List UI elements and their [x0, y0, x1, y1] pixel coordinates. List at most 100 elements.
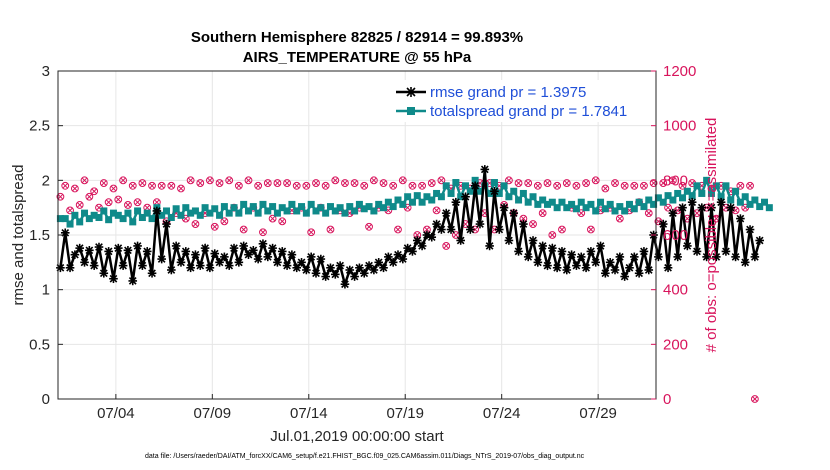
obs-point	[326, 225, 335, 234]
totalspread-point	[490, 179, 498, 187]
totalspread-point	[529, 193, 537, 201]
rmse-point	[620, 272, 629, 281]
totalspread-point	[505, 193, 513, 201]
obs-point	[505, 176, 513, 185]
rmse-point	[683, 241, 692, 251]
left-axis-ticks: 0 0.5 1 1.5 2 2.5 3	[29, 63, 63, 408]
rmse-point	[205, 263, 215, 273]
totalspread-point	[577, 198, 585, 206]
totalspread-point	[148, 215, 156, 223]
rmse-point	[408, 247, 417, 256]
totalspread-point	[630, 205, 638, 213]
totalspread-point	[138, 214, 146, 222]
obs-point	[186, 176, 195, 185]
totalspread-point	[645, 196, 653, 204]
rmse-point	[644, 265, 654, 275]
rmse-point	[514, 247, 523, 256]
totalspread-point	[727, 196, 735, 204]
obs-point	[133, 198, 142, 207]
totalspread-point	[519, 189, 527, 197]
totalspread-point	[254, 209, 262, 217]
totalspread-point	[688, 192, 696, 200]
obs-point	[369, 176, 378, 185]
right-tick-label: 400	[663, 282, 688, 299]
obs-point	[234, 181, 243, 190]
totalspread-point	[462, 182, 470, 190]
x-tick-label: 07/04	[97, 405, 135, 422]
rmse-point	[94, 242, 104, 252]
obs-point	[119, 176, 128, 185]
obs-point	[586, 225, 595, 234]
rmse-point	[451, 197, 461, 207]
totalspread-point	[336, 204, 344, 212]
totalspread-point	[756, 203, 764, 211]
rmse-point	[548, 243, 557, 253]
rmse-point	[152, 206, 162, 216]
obs-point	[128, 181, 137, 190]
rmse-point	[104, 247, 113, 256]
right-tick-label: 600	[663, 227, 688, 244]
rmse-point	[147, 268, 157, 278]
obs-point	[307, 228, 316, 237]
rmse-point	[321, 272, 330, 281]
totalspread-point	[457, 193, 465, 201]
totalspread-point	[380, 204, 388, 212]
rmse-point	[480, 165, 490, 174]
totalspread-point	[611, 207, 619, 215]
totalspread-point	[572, 205, 580, 213]
obs-point	[220, 217, 229, 226]
totalspread-point	[317, 204, 325, 212]
rmse-point	[437, 225, 446, 234]
totalspread-point	[717, 193, 725, 201]
left-tick-label: 1	[42, 282, 50, 299]
totalspread-point	[539, 196, 547, 204]
totalspread-point	[592, 207, 600, 215]
rmse-point	[403, 243, 412, 253]
obs-point	[85, 192, 94, 201]
obs-point	[644, 209, 653, 218]
totalspread-point	[269, 203, 277, 211]
rmse-point	[157, 254, 166, 264]
totalspread-point	[394, 196, 402, 204]
totalspread-point	[471, 176, 479, 184]
obs-point	[620, 181, 629, 190]
totalspread-point	[534, 200, 542, 208]
totalspread-point	[201, 204, 209, 212]
legend-rmse-marker	[406, 87, 416, 97]
totalspread-point	[346, 203, 354, 211]
rmse-point	[538, 241, 547, 251]
totalspread-point	[486, 189, 494, 197]
rmse-point	[215, 258, 224, 267]
obs-point	[615, 214, 624, 223]
rmse-point	[138, 261, 147, 270]
rmse-point	[417, 241, 427, 251]
rmse-point	[287, 250, 297, 259]
right-axis-ticks: 0 200 400 600 800 1000 1200	[651, 63, 696, 408]
rmse-point	[533, 258, 543, 267]
totalspread-point	[654, 194, 662, 202]
obs-point	[664, 203, 672, 212]
rmse-point	[70, 250, 80, 259]
totalspread-point	[278, 204, 286, 212]
totalspread-point	[235, 209, 243, 217]
obs-point	[225, 176, 234, 185]
rmse-point	[456, 236, 465, 245]
rmse-point	[663, 263, 673, 273]
obs-point	[427, 179, 436, 187]
totalspread-point	[466, 187, 474, 195]
rmse-point	[379, 263, 388, 273]
totalspread-point	[712, 182, 720, 190]
totalspread-point	[355, 200, 363, 208]
right-tick-label: 0	[663, 391, 671, 408]
obs-point	[533, 181, 542, 190]
obs-point	[601, 184, 610, 193]
y-axis-label-right: # of obs: o=possible; ×=assimilated	[703, 118, 720, 353]
totalspread-point	[389, 203, 397, 211]
totalspread-point	[413, 192, 421, 200]
x-tick-label: 07/24	[483, 405, 521, 422]
totalspread-point	[196, 211, 204, 219]
rmse-point	[335, 261, 345, 270]
totalspread-point	[56, 215, 64, 223]
obs-point	[408, 181, 417, 190]
